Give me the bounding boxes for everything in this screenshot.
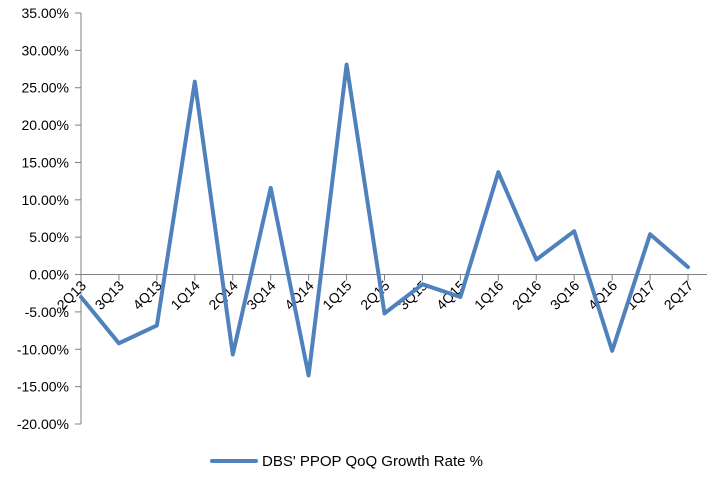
x-tick-label: 1Q15 [319, 277, 355, 313]
legend: DBS' PPOP QoQ Growth Rate % [210, 453, 483, 470]
y-tick-label: 30.00% [22, 42, 69, 58]
y-tick-label: 5.00% [29, 229, 69, 245]
x-tick-label: 1Q14 [167, 277, 203, 313]
x-tick-label: 2Q15 [357, 277, 393, 313]
y-tick-label: -15.00% [17, 379, 69, 395]
data-point [232, 354, 234, 356]
x-tick-label: 3Q15 [395, 277, 431, 313]
x-ticks [80, 274, 689, 281]
y-tick-label: 10.00% [22, 192, 69, 208]
data-point [421, 283, 423, 285]
data-point [308, 374, 310, 376]
y-tick-label: -5.00% [25, 304, 69, 320]
data-point [270, 187, 272, 189]
y-tick-label: 0.00% [29, 267, 69, 283]
data-point [611, 350, 613, 352]
y-tick-label: 15.00% [22, 154, 69, 170]
y-tick-label: 25.00% [22, 80, 69, 96]
data-point [156, 324, 158, 326]
data-point [346, 64, 348, 66]
x-tick-label: 2Q13 [54, 277, 90, 313]
data-point [384, 312, 386, 314]
x-tick-label: 2Q17 [661, 277, 697, 313]
x-tick-label: 3Q16 [547, 277, 583, 313]
data-point [535, 259, 537, 261]
x-tick-label: 2Q16 [509, 277, 545, 313]
x-tick-label: 1Q16 [471, 277, 507, 313]
data-point [687, 266, 689, 268]
data-point [459, 296, 461, 298]
data-point [118, 342, 120, 344]
y-tick-labels: 35.00% 30.00% 25.00% 20.00% 15.00% 10.00% 5.00… [17, 5, 69, 432]
data-point [194, 81, 196, 83]
y-tick-label: 20.00% [22, 117, 69, 133]
series-line [79, 62, 690, 378]
legend-label: DBS' PPOP QoQ Growth Rate % [262, 453, 483, 470]
data-point [80, 296, 82, 298]
data-point [573, 230, 575, 232]
x-tick-label: 4Q14 [281, 277, 317, 313]
data-point [497, 171, 499, 173]
data-point [649, 233, 651, 235]
y-tick-label: 35.00% [22, 5, 69, 21]
series-group [79, 62, 690, 378]
y-tick-label: -20.00% [17, 416, 69, 432]
y-ticks [75, 12, 81, 425]
y-tick-label: -10.00% [17, 341, 69, 357]
x-tick-label: 3Q13 [92, 277, 128, 313]
